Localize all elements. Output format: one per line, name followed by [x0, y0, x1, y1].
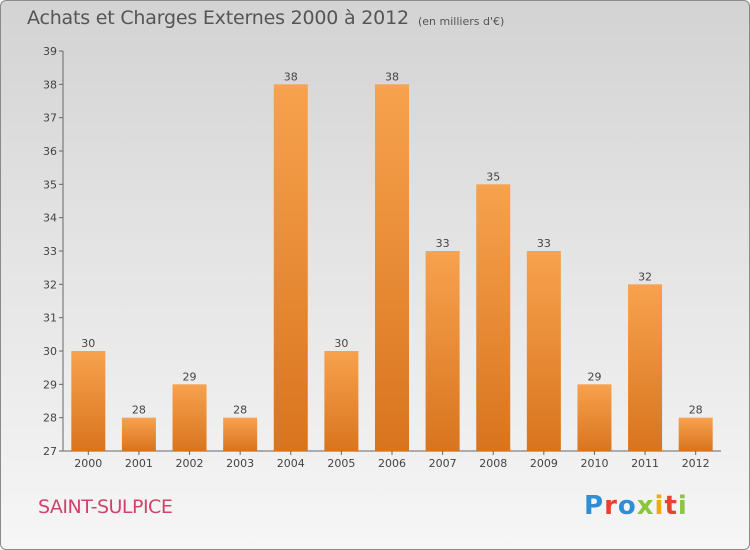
- x-tick-label-2009: 2009: [530, 457, 558, 470]
- y-tick-label: 35: [43, 178, 57, 191]
- y-tick-label: 29: [43, 378, 57, 391]
- y-tick-label: 27: [43, 445, 57, 458]
- bar-2009: [526, 251, 561, 451]
- bar-2002: [172, 384, 207, 451]
- value-label-2001: 28: [132, 404, 146, 417]
- bar-2008: [476, 184, 511, 452]
- value-label-2012: 28: [689, 404, 703, 417]
- chart-title: Achats et Charges Externes 2000 à 2012: [27, 7, 409, 29]
- bar-2003: [223, 417, 258, 451]
- logo-letter: o: [617, 491, 637, 521]
- value-label-2002: 29: [183, 370, 197, 383]
- value-label-2004: 38: [284, 70, 298, 83]
- x-tick-label-2007: 2007: [429, 457, 457, 470]
- y-tick-label: 32: [43, 278, 57, 291]
- proxiti-logo[interactable]: Proxiti: [584, 491, 688, 521]
- bar-2006: [375, 84, 409, 451]
- x-tick-label-2006: 2006: [378, 457, 406, 470]
- x-tick-label-2012: 2012: [682, 457, 710, 470]
- logo-letter: x: [636, 491, 655, 521]
- x-tick-label-2010: 2010: [580, 457, 608, 470]
- x-tick-label-2008: 2008: [479, 457, 507, 470]
- bar-2000: [71, 351, 106, 451]
- bar-2001: [121, 417, 156, 451]
- value-label-2011: 32: [638, 270, 652, 283]
- value-label-2008: 35: [486, 170, 500, 183]
- chart-unit: (en milliers d'€): [418, 15, 505, 28]
- value-label-2000: 30: [81, 337, 95, 350]
- bar-2007: [425, 251, 460, 451]
- y-tick-label: 36: [43, 145, 57, 158]
- bar-2005: [324, 351, 359, 451]
- value-label-2010: 29: [587, 370, 601, 383]
- y-tick-label: 30: [43, 345, 57, 358]
- logo-letter: r: [604, 491, 618, 521]
- x-tick-label-2003: 2003: [226, 457, 254, 470]
- y-tick-label: 28: [43, 412, 57, 425]
- logo-letter: P: [584, 491, 605, 521]
- value-label-2005: 30: [334, 337, 348, 350]
- commune-name: SAINT-SULPICE: [38, 496, 173, 518]
- logo-letter: i: [654, 491, 665, 521]
- x-tick-label-2002: 2002: [176, 457, 204, 470]
- bar-2004: [273, 84, 308, 451]
- y-tick-label: 39: [43, 45, 57, 58]
- value-label-2009: 33: [537, 237, 551, 250]
- x-tick-label-2005: 2005: [327, 457, 355, 470]
- y-tick-label: 31: [43, 312, 57, 325]
- x-tick-label-2001: 2001: [125, 457, 153, 470]
- y-tick-label: 33: [43, 245, 57, 258]
- value-label-2007: 33: [436, 237, 450, 250]
- x-tick-label-2011: 2011: [631, 457, 659, 470]
- bar-2012: [678, 417, 713, 451]
- logo-letter: i: [677, 491, 688, 521]
- y-tick-label: 37: [43, 112, 57, 125]
- value-label-2006: 38: [385, 70, 399, 83]
- x-tick-label-2004: 2004: [277, 457, 305, 470]
- value-label-2003: 28: [233, 404, 247, 417]
- bar-2011: [628, 284, 663, 451]
- y-tick-label: 34: [43, 212, 57, 225]
- bar-2010: [577, 384, 612, 451]
- y-tick-label: 38: [43, 78, 57, 91]
- logo-letter: t: [664, 491, 678, 521]
- x-tick-label-2000: 2000: [74, 457, 102, 470]
